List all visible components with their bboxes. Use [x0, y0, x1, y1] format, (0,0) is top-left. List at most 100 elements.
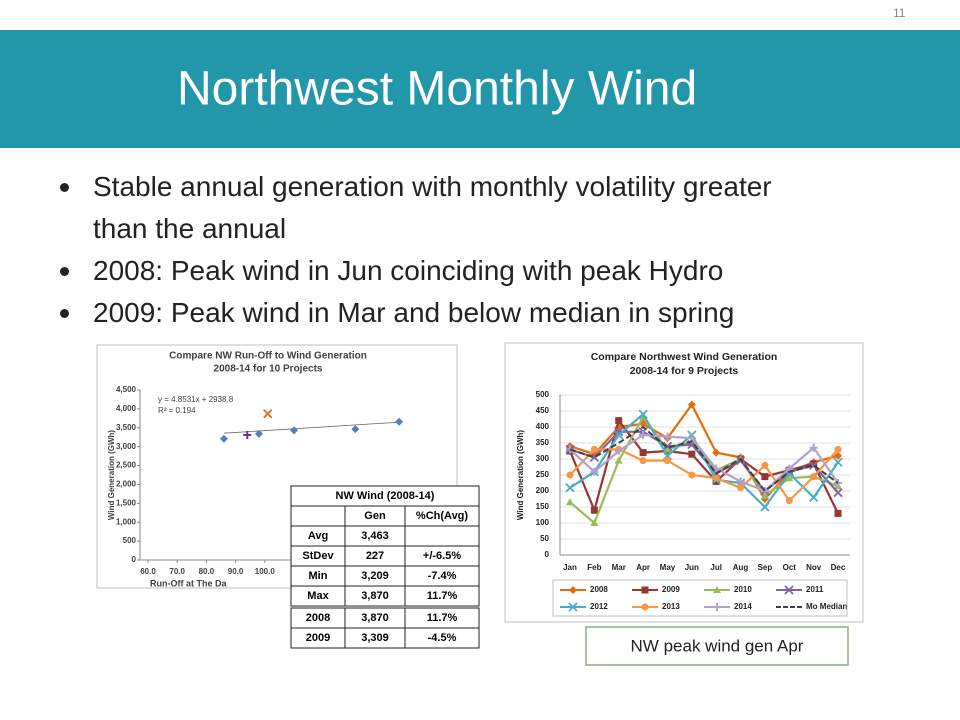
legend-label: 2008 [590, 585, 608, 594]
point [662, 441, 673, 451]
point [590, 467, 599, 476]
chart-title: Compare Northwest Wind Generation [591, 351, 778, 363]
y-tick-label: 100 [536, 518, 550, 527]
y-tick-label: 0 [545, 550, 550, 559]
y-tick-label: 3,500 [116, 423, 137, 432]
y-tick-label: 500 [123, 536, 137, 545]
y-tick-label: 400 [536, 422, 550, 431]
x-tick-label: Jun [685, 563, 699, 572]
x-tick-label: Dec [831, 563, 846, 572]
x-tick-label: 80.0 [199, 567, 215, 576]
point [565, 483, 575, 493]
table-cell-text: 3,309 [361, 632, 389, 644]
y-tick-label: 250 [536, 470, 550, 479]
x-tick-label: Feb [587, 563, 601, 572]
point [614, 447, 623, 455]
series-line [569, 433, 839, 493]
point [761, 461, 769, 469]
point [566, 498, 574, 506]
annotation: R² = 0.194 [158, 406, 196, 415]
x-tick-label: Aug [733, 563, 749, 572]
x-tick-label: May [660, 563, 676, 572]
header-band [0, 30, 960, 148]
bullet-list: Stable annual generation with monthly vo… [60, 166, 830, 334]
y-axis-label: Wind Generation (GWh) [516, 430, 525, 520]
table-cell-text: 3,870 [361, 612, 389, 624]
y-tick-label: 50 [540, 534, 549, 543]
x-tick-label: Jan [563, 563, 577, 572]
point [351, 425, 360, 434]
caption-box [585, 626, 849, 666]
legend-marker [568, 602, 578, 612]
chart-title: Compare NW Run-Off to Wind Generation [169, 351, 367, 362]
point [808, 492, 819, 503]
trendline [223, 421, 400, 434]
point [263, 409, 273, 419]
bullet: Stable annual generation with monthly vo… [60, 166, 830, 250]
table-cell-text: 11.7% [427, 590, 458, 602]
chart-frame [504, 342, 864, 623]
legend-marker [641, 603, 649, 611]
legend-marker [641, 586, 649, 594]
slide-title: Northwest Monthly Wind [177, 63, 697, 116]
caption: NW peak wind gen Apr [631, 636, 804, 655]
point [688, 471, 696, 479]
point [290, 426, 298, 435]
x-tick-label: Apr [636, 563, 650, 572]
point [761, 473, 769, 481]
x-tick-label: Oct [783, 563, 797, 572]
point [736, 477, 745, 486]
chart-subtitle: 2008-14 for 9 Projects [630, 365, 739, 377]
table-cell-text: -4.5% [428, 632, 457, 644]
series-line [569, 412, 839, 509]
y-tick-label: 2,500 [116, 461, 137, 470]
table-cell-text: %Ch(Avg) [416, 510, 468, 522]
series-line [569, 448, 839, 503]
y-axis-label: Wind Generation (GWh) [107, 430, 116, 520]
point [833, 487, 843, 498]
table-cell-text: 227 [366, 550, 384, 562]
point [785, 474, 794, 482]
table-cell-text: -7.4% [428, 570, 457, 582]
point [834, 445, 842, 453]
point [834, 451, 842, 460]
x-tick-label: Jul [710, 563, 722, 572]
x-tick-label: Nov [806, 563, 822, 572]
legend-marker [713, 586, 721, 593]
point [810, 473, 818, 481]
legend-label: Mo Median [806, 602, 847, 611]
table-cell-text: Gen [364, 510, 386, 522]
point [615, 417, 623, 425]
legend-frame [552, 579, 848, 617]
table-cell [404, 585, 480, 607]
y-tick-label: 3,000 [116, 442, 137, 451]
chart-subtitle: 2008-14 for 10 Projects [214, 364, 323, 375]
x-tick-label: Mar [612, 563, 626, 572]
x-tick-label: 100.0 [255, 567, 276, 576]
table-cell-text: 3,870 [361, 590, 389, 602]
x-tick-label: Sep [758, 563, 773, 572]
x-axis-label: Run-Off at The Da [150, 578, 227, 588]
table-cell [290, 505, 346, 527]
table-cell-text: 11.7% [427, 612, 458, 624]
y-tick-label: 0 [132, 555, 137, 564]
table-cell-text: +/-6.5% [423, 550, 461, 562]
legend-marker [569, 586, 577, 594]
table-cell [404, 525, 480, 547]
point [810, 460, 818, 468]
point [614, 430, 624, 440]
y-tick-label: 200 [536, 486, 550, 495]
point [760, 491, 769, 499]
y-tick-label: 500 [536, 390, 550, 399]
table-cell-text: Avg [308, 530, 328, 542]
table-cell-text: StDev [302, 550, 334, 562]
point [737, 484, 745, 492]
y-tick-label: 4,500 [116, 385, 137, 394]
point [638, 409, 648, 419]
table-cell-text: Min [309, 570, 328, 582]
y-tick-label: 1,000 [116, 517, 137, 526]
y-tick-label: 300 [536, 454, 550, 463]
point [785, 497, 793, 505]
